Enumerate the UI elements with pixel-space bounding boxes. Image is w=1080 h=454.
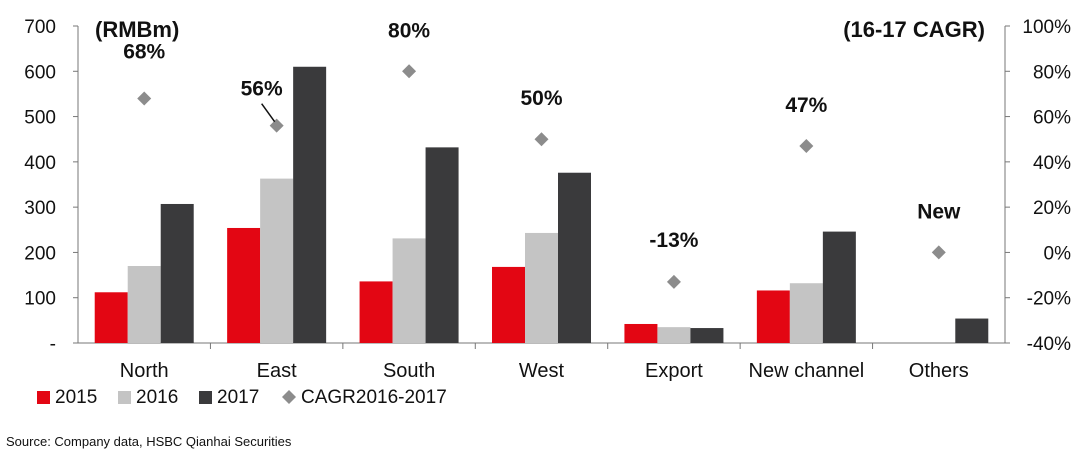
category-label: South	[383, 360, 435, 382]
legend-swatch-cagr	[282, 390, 296, 404]
legend: 2015 2016 2017 CAGR2016-2017	[37, 387, 447, 408]
bar-2017	[425, 147, 459, 343]
bar-2017	[293, 66, 327, 343]
left-tick-label: 700	[24, 17, 56, 38]
bar-2015	[492, 266, 525, 343]
legend-swatch-2017	[199, 391, 212, 404]
source-note: Source: Company data, HSBC Qianhai Secur…	[6, 434, 292, 449]
bar-2016	[657, 327, 691, 343]
cagr-marker	[534, 132, 549, 147]
left-tick-label: 400	[24, 153, 56, 174]
legend-swatch-2016	[118, 391, 131, 404]
category-label: West	[519, 360, 565, 382]
bar-2016	[392, 238, 426, 343]
category-label: East	[257, 360, 297, 382]
cagr-markers	[137, 64, 946, 289]
legend-label: 2015	[55, 387, 97, 408]
left-tick-label: 200	[24, 243, 56, 264]
labels: 68% 56% 80% 50% -13% 47% New	[123, 19, 961, 252]
bar-2015	[359, 281, 393, 343]
right-tick-label: 60%	[1033, 108, 1071, 129]
cagr-data-label: 56%	[241, 78, 283, 101]
category-label: New channel	[749, 360, 865, 382]
cagr-data-label: -13%	[649, 229, 698, 252]
bar-2015	[624, 323, 658, 343]
bar-2017	[690, 328, 724, 343]
bar-2015	[756, 290, 790, 343]
cagr-marker	[799, 139, 814, 154]
cagr-marker	[269, 118, 284, 133]
left-unit-label: (RMBm)	[95, 17, 179, 42]
cagr-data-label: 47%	[785, 94, 827, 117]
right-tick-label: -20%	[1027, 289, 1071, 310]
bar-2017	[822, 231, 856, 343]
cagr-marker	[137, 91, 152, 106]
legend-label: 2016	[136, 387, 178, 408]
right-tick-label: 100%	[1022, 17, 1071, 38]
cagr-data-label: 68%	[123, 40, 165, 63]
category-label: Others	[909, 360, 969, 382]
axes: - 100 200 300 400 500 600 700 -40% -20% 0% 20% 40% 60…	[24, 17, 1071, 382]
bars	[94, 66, 989, 343]
bar-2016	[260, 178, 294, 343]
left-tick-label: 600	[24, 62, 56, 83]
left-tick-label: 100	[24, 289, 56, 310]
right-tick-label: 80%	[1033, 62, 1071, 83]
right-tick-label: 0%	[1044, 243, 1072, 264]
right-tick-label: 40%	[1033, 153, 1071, 174]
bar-2016	[127, 266, 161, 343]
right-unit-label: (16-17 CAGR)	[843, 17, 985, 42]
cagr-marker	[931, 245, 946, 260]
right-tick-label: -40%	[1027, 334, 1071, 355]
left-tick-label: -	[50, 334, 56, 355]
bar-2017	[955, 318, 989, 343]
category-label: North	[120, 360, 169, 382]
cagr-leader-line	[261, 103, 276, 123]
right-tick-label: 20%	[1033, 198, 1071, 219]
legend-swatch-2015	[37, 391, 50, 404]
cagr-data-label: New	[917, 200, 961, 223]
legend-label: CAGR2016-2017	[301, 387, 447, 408]
bar-2015	[94, 292, 128, 343]
bar-2016	[789, 283, 823, 343]
cagr-data-label: 80%	[388, 19, 430, 42]
bar-2016	[525, 232, 558, 343]
left-tick-label: 500	[24, 108, 56, 129]
bar-2015	[227, 227, 261, 343]
cagr-marker	[402, 64, 417, 79]
legend-label: 2017	[217, 387, 259, 408]
chart: - 100 200 300 400 500 600 700 -40% -20% 0% 20% 40% 60…	[24, 17, 1071, 408]
left-tick-label: 300	[24, 198, 56, 219]
cagr-data-label: 50%	[520, 87, 562, 110]
bar-2017	[160, 203, 194, 343]
category-label: Export	[645, 360, 703, 382]
bar-2017	[558, 172, 591, 343]
cagr-marker	[666, 274, 681, 289]
